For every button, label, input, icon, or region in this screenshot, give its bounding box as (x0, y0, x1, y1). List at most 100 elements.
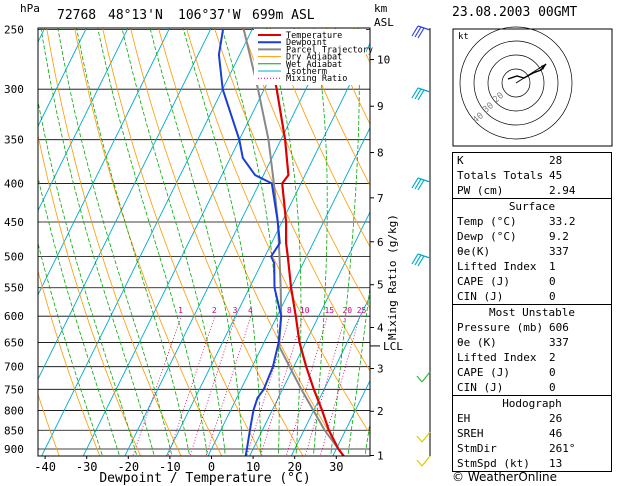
km-tick-label: 4 (377, 321, 384, 334)
isotherm (38, 28, 87, 128)
mixing-ratio-line (205, 316, 252, 456)
indices-value: 26 (549, 412, 563, 425)
indices-section-title: Surface (508, 200, 556, 213)
legend-entry: Dry Adiabat (286, 53, 342, 63)
km-tick-label: 2 (377, 405, 384, 418)
km-tick-label: 8 (377, 147, 384, 160)
date-label: 23.08.2003 00GMT (452, 5, 578, 20)
indices-panel: K 28 Totals Totals 45 PW (cm) 2.94 Surface Tem… (452, 152, 612, 472)
pressure-tick-label: 750 (4, 383, 24, 396)
km-tick-label: 9 (377, 100, 384, 113)
wet-adiabat (121, 28, 226, 456)
indices-value: 0 (549, 290, 556, 303)
km-tick-label: 6 (377, 236, 384, 249)
hodograph-ring (487, 54, 545, 112)
indices-label: StmSpd (kt) (457, 457, 530, 470)
asl-label: ASL (374, 16, 394, 29)
wet-adiabat (40, 28, 155, 456)
dry-adiabat (46, 28, 182, 456)
dry-adiabat (186, 28, 370, 435)
indices-label: Totals Totals (457, 169, 544, 182)
indices-hodograph-box: Hodograph EH 26 SREH 46 StmDir 261° StmSpd (kt)… (452, 395, 612, 472)
legend-entry: Temperature (286, 31, 342, 41)
indices-label: PW (cm) (457, 184, 504, 197)
temperature-line (263, 29, 346, 456)
indices-value: 0 (549, 275, 556, 288)
wind-barb (416, 455, 431, 467)
legend-entry: Isotherm (286, 67, 327, 77)
mixing-ratio-line (167, 316, 216, 456)
mixing-ratio-line (246, 316, 291, 456)
dry-adiabat (74, 28, 223, 456)
pressure-tick-label: 350 (4, 134, 24, 147)
hpa-label: hPa (20, 2, 40, 15)
km-tick-label: 1 (377, 449, 384, 462)
mixing-ratio-line (260, 316, 304, 456)
legend-entry: Dewpoint (286, 38, 327, 48)
isotherm (38, 28, 212, 381)
dry-adiabat (38, 133, 141, 456)
indices-label: CAPE (J) (457, 366, 510, 379)
isotherm (207, 126, 370, 456)
indices-value: 261° (549, 442, 576, 455)
pressure-tick-label: 600 (4, 310, 24, 323)
indices-label: θe(K) (457, 245, 491, 258)
wet-adiabat (330, 28, 360, 456)
hodograph-ring (459, 26, 573, 140)
lcl-label: LCL (383, 340, 403, 353)
indices-value: 0 (549, 366, 556, 379)
indices-label: Temp (°C) (457, 215, 517, 228)
pressure-tick-label: 300 (4, 83, 24, 96)
station-elev: 699m ASL (252, 8, 315, 23)
indices-label: Lifted Index (457, 351, 537, 364)
indices-value: 2 (549, 351, 556, 364)
wind-barb (411, 177, 431, 191)
mixing-ratio-axis-label: Mixing Ratio (g/kg) (386, 214, 399, 340)
x-tick-label: 30 (329, 460, 343, 474)
indices-row: θe (K) 337 (453, 335, 611, 350)
station-lon: 106°37'W (178, 8, 241, 23)
indices-section-title: Most Unstable (488, 306, 576, 319)
indices-label: K (457, 154, 464, 167)
legend-entry: Wet Adiabat (286, 60, 342, 70)
mixing-ratio-label: 20 (342, 306, 352, 315)
indices-value: 1 (549, 260, 556, 273)
indices-value: 13 (549, 457, 563, 470)
footer-credit: © WeatherOnline (452, 470, 558, 484)
indices-value: 337 (549, 336, 569, 349)
indices-row: Pressure (mb) 606 (453, 320, 611, 335)
indices-label: SREH (457, 427, 484, 440)
wet-adiabat (221, 28, 280, 456)
mixing-ratio-line (319, 316, 361, 456)
pressure-tick-label: 900 (4, 443, 24, 456)
indices-value: 606 (549, 321, 569, 334)
km-label: km (374, 2, 388, 15)
indices-row: SREH 46 (453, 426, 611, 441)
indices-row: Lifted Index 2 (453, 350, 611, 365)
storm-motion-arrow (515, 63, 547, 84)
km-tick-label: 10 (377, 54, 390, 67)
x-tick-label: 20 (287, 460, 301, 474)
wet-adiabat (76, 28, 191, 456)
indices-row: K 28 (453, 153, 611, 168)
wet-adiabat (97, 28, 208, 456)
km-tick-label: 3 (377, 363, 384, 376)
dry-adiabat (38, 393, 60, 456)
wet-adiabat (347, 283, 370, 456)
mixing-ratio-label: 8 (287, 306, 292, 315)
indices-label: Lifted Index (457, 260, 537, 273)
legend-entry: Parcel Trajectory (286, 45, 373, 55)
x-tick-label: -20 (117, 460, 139, 474)
isotherm (332, 379, 370, 456)
hodograph-frame (452, 28, 613, 147)
indices-label: StmDir (457, 442, 497, 455)
km-tick-label: 7 (377, 192, 384, 205)
indices-row: CIN (J) 0 (453, 380, 611, 395)
x-tick-label: -30 (76, 460, 98, 474)
indices-value: 45 (549, 169, 563, 182)
pressure-tick-label: 850 (4, 424, 24, 437)
x-tick-label: 0 (208, 460, 215, 474)
wind-barb (411, 253, 431, 267)
